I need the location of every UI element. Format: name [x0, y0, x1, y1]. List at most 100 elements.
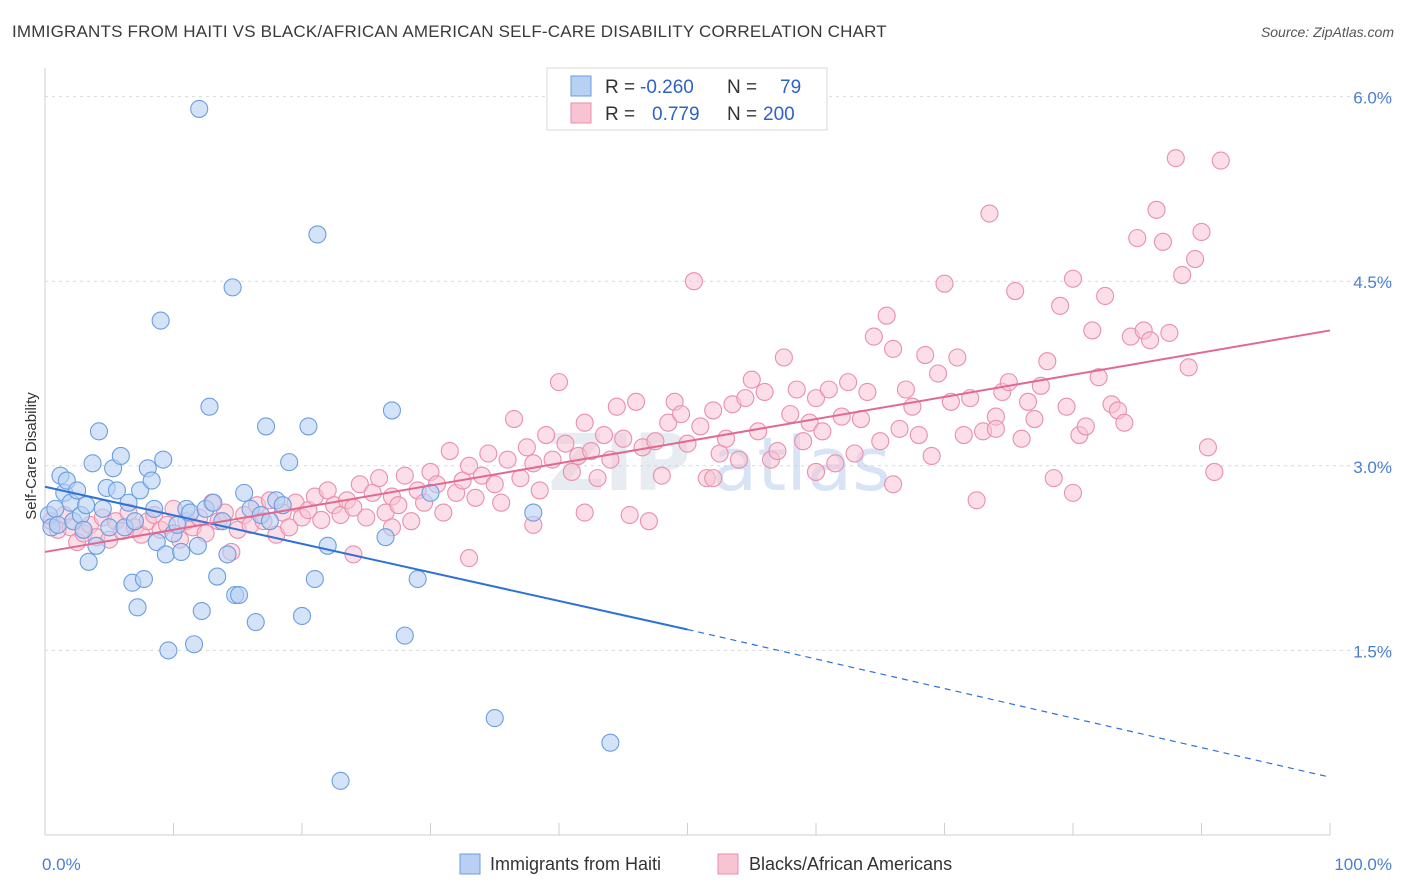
point-black-132	[890, 419, 909, 438]
point-black-85	[588, 469, 607, 488]
point-black-152	[1018, 392, 1038, 411]
point-black-162	[1083, 321, 1102, 340]
y-tick-label-2: 4.5%	[1353, 273, 1392, 292]
point-black-54	[389, 496, 408, 515]
point-haiti-11	[74, 520, 93, 539]
point-haiti-47	[200, 397, 219, 416]
point-haiti-27	[128, 598, 147, 617]
point-haiti-9	[68, 481, 87, 500]
point-black-89	[614, 429, 633, 448]
point-haiti-3	[48, 515, 67, 534]
point-black-90	[620, 505, 639, 525]
point-haiti-43	[185, 635, 204, 654]
point-black-191	[986, 419, 1005, 438]
point-black-77	[537, 425, 556, 445]
point-black-110	[749, 422, 768, 441]
point-black-176	[1173, 266, 1192, 285]
tick-labels: 1.5% 3.0% 4.5% 6.0% 0.0% 100.0%	[42, 89, 1392, 874]
point-black-56	[402, 512, 421, 531]
point-haiti-73	[408, 569, 427, 589]
point-black-111	[755, 382, 774, 402]
y-tick-label-1: 3.0%	[1353, 458, 1392, 477]
point-black-115	[781, 405, 800, 424]
point-haiti-22	[111, 446, 130, 466]
point-black-177	[1179, 358, 1198, 377]
point-black-42	[312, 510, 331, 530]
point-black-93	[639, 512, 659, 531]
point-haiti-36	[156, 545, 175, 564]
point-black-157	[1051, 296, 1070, 315]
series-blacks-african-americans	[42, 149, 1230, 568]
point-haiti-17	[93, 499, 112, 518]
point-black-182	[1211, 151, 1230, 170]
point-black-76	[530, 481, 549, 500]
axes	[44, 68, 1331, 836]
point-black-164	[1096, 286, 1115, 306]
point-black-121	[819, 380, 838, 399]
legend-r-value-2: 0.779	[652, 104, 700, 125]
bottom-legend-swatch-black	[717, 853, 739, 875]
point-black-131	[884, 339, 903, 358]
point-black-133	[896, 380, 916, 399]
point-black-129	[871, 432, 890, 451]
point-black-79	[549, 373, 569, 392]
point-black-119	[806, 389, 826, 408]
point-black-120	[813, 422, 832, 441]
point-black-62	[440, 441, 459, 461]
point-black-163	[1089, 368, 1108, 387]
point-black-69	[485, 475, 504, 494]
point-black-71	[498, 450, 517, 469]
legend-n-value-1: 79	[780, 77, 801, 98]
point-black-141	[948, 348, 967, 367]
point-black-140	[941, 392, 960, 411]
legend-r-label-1: R =	[605, 77, 635, 98]
point-black-124	[839, 373, 858, 392]
point-black-101	[691, 417, 710, 436]
point-black-103	[704, 401, 723, 420]
point-haiti-67	[308, 225, 327, 244]
point-black-98	[672, 405, 691, 424]
point-haiti-64	[292, 606, 312, 625]
point-black-122	[826, 454, 845, 473]
legend-n-value-2: 200	[763, 104, 795, 125]
point-black-109	[742, 370, 761, 389]
point-black-175	[1166, 149, 1185, 168]
point-black-66	[466, 488, 485, 507]
point-haiti-44	[188, 536, 207, 555]
point-black-144	[967, 491, 986, 510]
trend-lines	[44, 329, 1331, 778]
point-black-159	[1063, 269, 1083, 288]
point-black-95	[652, 466, 671, 485]
point-haiti-21	[107, 481, 127, 500]
point-haiti-14	[83, 454, 102, 473]
point-black-91	[627, 392, 646, 411]
point-black-150	[1006, 282, 1025, 301]
chart-title: IMMIGRANTS FROM HAITI VS BLACK/AFRICAN A…	[12, 22, 887, 41]
point-haiti-78	[190, 99, 209, 118]
bottom-legend-label-black: Blacks/African Americans	[749, 854, 952, 874]
point-haiti-65	[299, 417, 318, 436]
point-black-107	[729, 450, 748, 469]
point-black-65	[459, 456, 479, 475]
point-black-70	[492, 493, 511, 512]
point-haiti-16	[89, 422, 109, 441]
point-haiti-77	[601, 733, 620, 752]
point-haiti-31	[142, 471, 161, 490]
gridlines	[45, 96, 1392, 651]
point-black-135	[909, 425, 928, 445]
point-haiti-51	[218, 545, 237, 564]
point-haiti-76	[524, 503, 543, 522]
point-black-114	[774, 348, 793, 367]
point-black-108	[736, 389, 755, 408]
point-black-113	[768, 441, 787, 461]
point-black-88	[607, 397, 626, 416]
point-haiti-54	[229, 585, 249, 605]
point-black-142	[954, 425, 973, 445]
point-black-156	[1044, 469, 1063, 488]
point-black-128	[864, 327, 883, 346]
point-black-185	[459, 549, 479, 568]
point-haiti-75	[485, 709, 504, 728]
point-black-138	[929, 364, 948, 383]
point-haiti-48	[204, 493, 223, 512]
point-haiti-12	[77, 496, 96, 515]
